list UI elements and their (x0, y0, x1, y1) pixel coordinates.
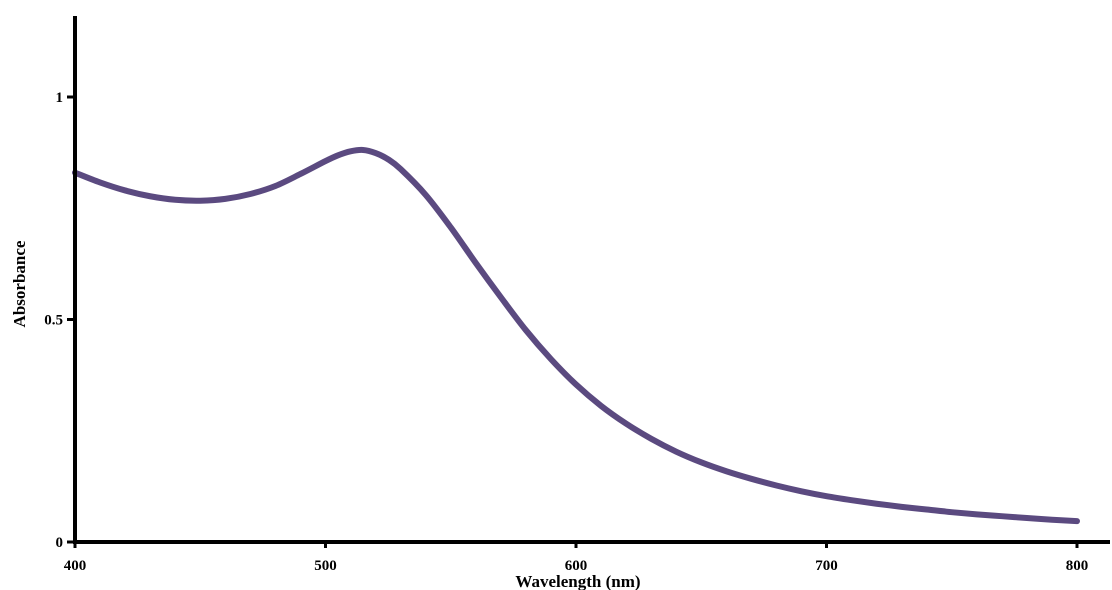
axes (67, 16, 1110, 548)
x-tick-label: 400 (64, 558, 87, 574)
plot-area (72, 146, 1080, 525)
y-tick-label: 0 (56, 535, 64, 551)
x-tick-label: 800 (1066, 558, 1089, 574)
x-tick-label: 700 (815, 558, 838, 574)
tick-labels: 0 0.5 1 400 500 600 700 800 (44, 90, 1088, 574)
x-tick-label: 600 (565, 558, 588, 574)
y-tick-label: 1 (56, 90, 64, 106)
y-tick-label: 0.5 (44, 313, 63, 329)
x-axis-title: Wavelength (nm) (515, 572, 640, 590)
y-axis-title: Absorbance (10, 240, 29, 327)
absorbance-line-series (72, 146, 1080, 525)
x-tick-label: 500 (314, 558, 337, 574)
